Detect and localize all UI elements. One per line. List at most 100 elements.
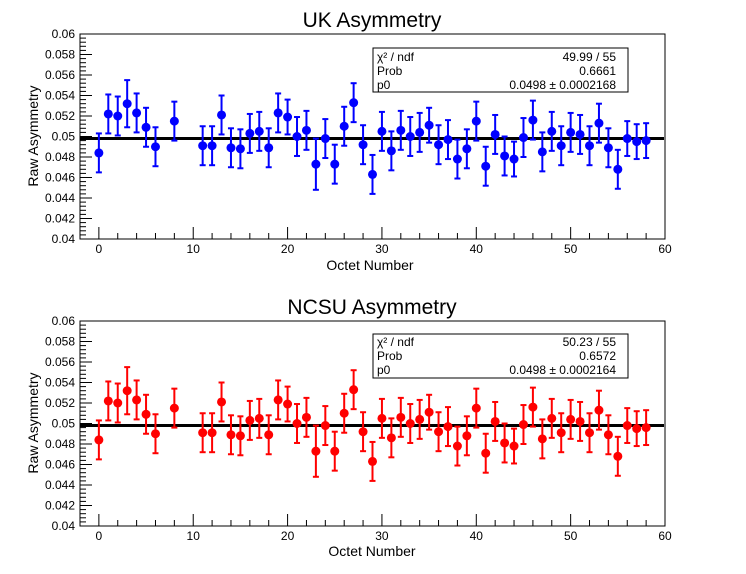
data-marker [641,136,651,146]
data-marker [245,128,255,138]
chart-title: NCSU Asymmetry [287,296,457,319]
data-point [141,393,151,435]
data-point [537,418,547,460]
y-tick-label: 0.056 [45,355,75,369]
data-marker [113,111,123,121]
data-point [386,417,396,459]
data-marker [613,164,623,174]
data-point [349,369,359,411]
data-point [377,397,387,439]
data-point [594,102,604,144]
stat-label-chi2: χ² / ndf [377,335,415,349]
data-marker [339,408,349,418]
data-point [226,414,236,456]
data-marker [301,125,311,135]
data-marker [556,141,566,151]
data-marker [594,118,604,128]
data-point [150,126,160,168]
data-marker [254,126,264,136]
data-marker [547,126,557,136]
data-point [613,148,623,190]
data-point [141,106,151,148]
data-point [566,111,576,153]
data-point [443,406,453,448]
data-marker [424,120,434,130]
stat-value-prob: 0.6661 [579,64,616,78]
data-marker [122,386,132,396]
data-point [500,135,510,177]
data-point [113,382,123,424]
data-marker [150,142,160,152]
data-marker [585,428,595,438]
data-point [150,413,160,455]
data-point [207,125,217,167]
data-marker [217,397,227,407]
x-tick-label: 40 [470,242,484,256]
data-marker [528,115,538,125]
data-marker [566,127,576,137]
data-point [547,110,557,152]
data-point [169,100,179,142]
data-marker [235,431,245,441]
x-tick-label: 40 [470,529,484,543]
stat-label-p0: p0 [377,363,391,377]
data-marker [452,154,462,164]
data-point [198,412,208,454]
data-point [462,415,472,457]
data-point [396,109,406,151]
x-tick-label: 0 [96,529,103,543]
data-point [273,92,283,134]
data-marker [283,399,293,409]
data-point [94,419,104,461]
data-marker [405,419,415,428]
data-marker [368,456,377,466]
data-marker [94,435,104,445]
y-tick-label: 0.044 [45,478,75,492]
data-point [594,389,604,431]
data-point [443,119,453,161]
data-marker [415,127,425,137]
stat-label-p0: p0 [377,78,391,92]
data-point [169,387,179,429]
data-point [452,425,462,467]
data-marker [490,129,500,139]
data-point [641,409,651,447]
data-point [292,403,302,444]
data-marker [424,407,434,417]
data-point [358,124,368,166]
data-marker [386,433,396,443]
data-marker [141,409,151,419]
data-marker [415,414,425,424]
data-marker [443,422,453,432]
data-marker [434,427,444,437]
chart-title: UK Asymmetry [303,9,442,32]
data-point [622,407,632,444]
data-point [301,109,311,151]
data-marker [207,428,217,438]
data-series [94,79,651,195]
data-point [198,125,208,167]
data-point [311,424,321,478]
data-marker [103,109,113,119]
data-point [301,396,311,438]
data-marker [217,110,227,120]
data-marker [594,405,604,415]
x-tick-label: 10 [187,242,201,256]
data-marker [358,140,368,150]
data-marker [330,446,340,456]
stat-label-chi2: χ² / ndf [377,50,415,64]
data-point [396,396,406,438]
y-tick-label: 0.054 [45,376,75,390]
y-tick-label: 0.042 [45,212,75,226]
data-marker [349,385,359,395]
x-tick-label: 30 [375,242,389,256]
data-point [386,130,396,172]
stat-value-prob: 0.6572 [579,349,616,363]
data-point [368,440,377,482]
y-tick-label: 0.052 [45,109,75,123]
data-point [349,82,359,124]
data-point [424,106,434,144]
y-tick-label: 0.048 [45,150,75,164]
data-marker [471,116,481,126]
